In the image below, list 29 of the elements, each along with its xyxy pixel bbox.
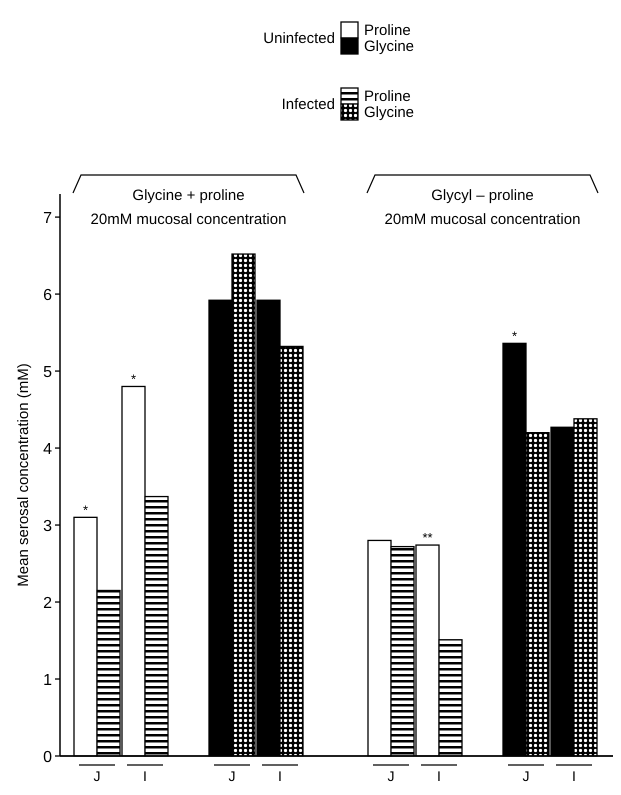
x-tick-label: J [94,768,100,784]
y-tick-label: 5 [43,364,52,382]
legend-label: Proline [364,22,411,39]
x-tick-label: J [228,768,236,784]
y-tick-label: 6 [43,287,52,304]
legend-label: Glycine [364,38,414,55]
y-tick-label: 2 [43,595,52,612]
y-tick-label: 0 [43,749,52,766]
x-tick-label: I [143,768,147,784]
text: Infected [282,96,335,113]
x-tick-label: J [388,768,394,784]
x-tick-label: J [522,768,530,784]
annotation: Glycyl – proline 20mM mucosal concentration [384,187,580,228]
y-tick-label: 4 [43,441,52,458]
x-tick-label: I [437,768,441,784]
text: Uninfected [263,30,335,47]
data-label: * [130,371,136,386]
x-tick-label: I [278,768,282,784]
data-label: ** [422,530,433,546]
data-label: * [512,328,518,344]
data-label: * [82,502,88,518]
legend-label: Proline [364,88,411,105]
legend-label: Glycine [364,104,414,121]
y-tick-label: 7 [43,210,52,228]
annotation: Glycine + proline 20mM mucosal concentration [90,187,286,228]
y-tick-label: 3 [43,518,52,536]
y-tick-label: 1 [43,672,52,690]
y-axis-title: Mean serosal concentration (mM) [15,363,32,587]
x-tick-label: I [572,768,576,784]
